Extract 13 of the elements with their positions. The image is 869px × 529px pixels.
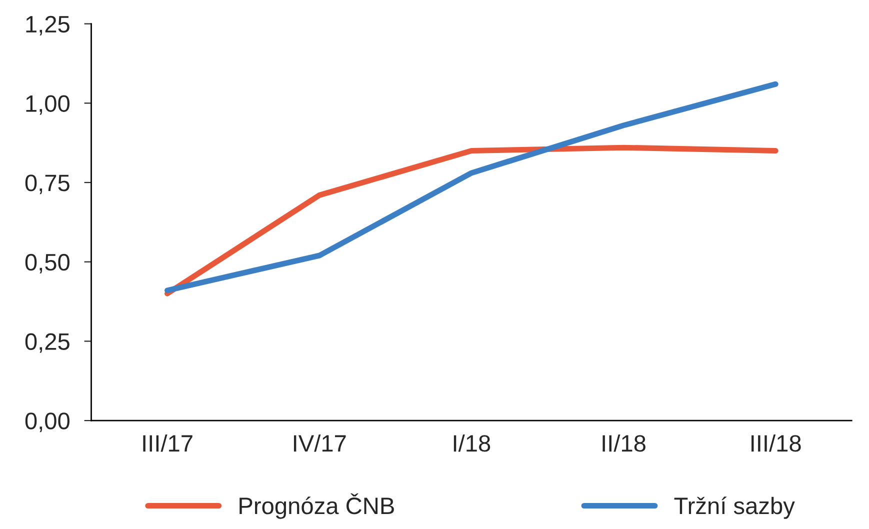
x-tick-label: IV/17 (294, 434, 346, 452)
legend-label: Prognóza ČNB (240, 493, 394, 519)
legend-label: Tržní sazby (674, 496, 795, 519)
y-tick-label: 1,00 (26, 95, 70, 115)
x-tick-label: III/17 (143, 434, 192, 452)
x-tick-label: III/18 (752, 434, 801, 452)
y-tick-label: 0,50 (25, 254, 70, 274)
y-tick-label: 0,25 (25, 333, 70, 353)
y-tick-label: 1,25 (26, 16, 70, 36)
y-tick-label: 0,00 (25, 412, 70, 432)
y-tick-label: 0,75 (25, 174, 70, 194)
x-tick-label: I/18 (454, 434, 490, 452)
x-tick-label: II/18 (602, 434, 646, 452)
